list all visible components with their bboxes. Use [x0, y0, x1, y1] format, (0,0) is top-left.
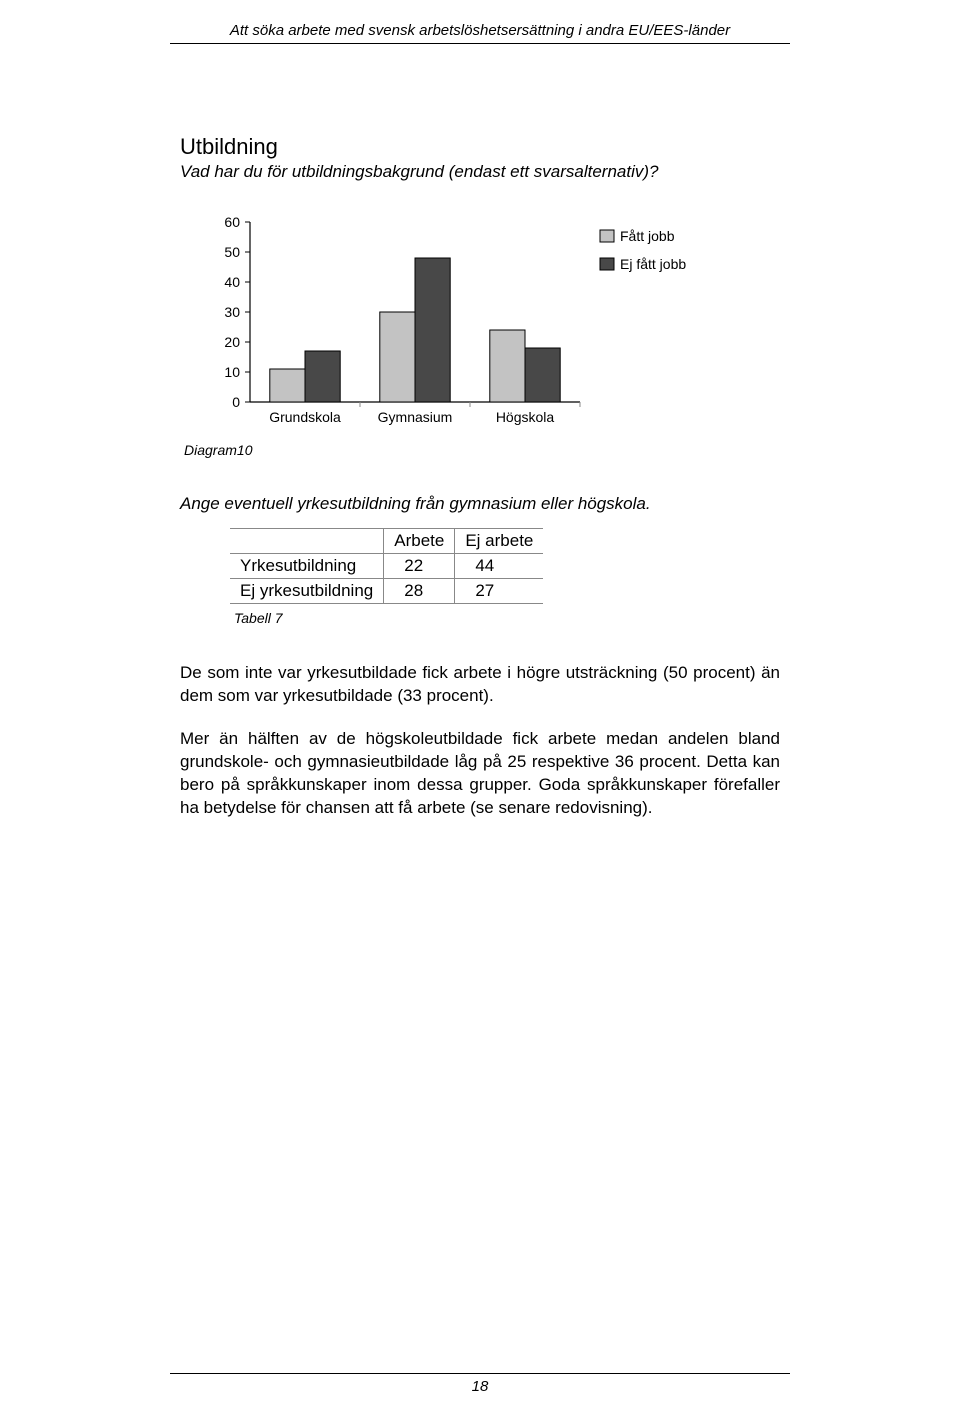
- table-header-blank: [230, 529, 384, 554]
- svg-text:30: 30: [224, 304, 240, 320]
- bar-chart: 0 10 20 30 40 50 60 Grundskola Gymnasium Högskola…: [210, 212, 730, 432]
- table-row-label: Ej yrkesutbildning: [230, 579, 384, 604]
- running-head: Att söka arbete med svensk arbetslöshets…: [0, 0, 960, 43]
- bar: [270, 369, 305, 402]
- svg-text:Gymnasium: Gymnasium: [378, 409, 453, 425]
- table-cell: 44: [455, 554, 544, 579]
- bar: [415, 258, 450, 402]
- table-header-ejarbete: Ej arbete: [455, 529, 544, 554]
- svg-text:50: 50: [224, 244, 240, 260]
- svg-text:0: 0: [232, 394, 240, 410]
- bar: [305, 351, 340, 402]
- question-text: Vad har du för utbildningsbakgrund (enda…: [180, 162, 780, 182]
- page: Att söka arbete med svensk arbetslöshets…: [0, 0, 960, 1421]
- data-table: Arbete Ej arbete Yrkesutbildning2244Ej y…: [230, 528, 543, 604]
- table-row-label: Yrkesutbildning: [230, 554, 384, 579]
- svg-text:60: 60: [224, 214, 240, 230]
- table-header-arbete: Arbete: [384, 529, 455, 554]
- chart-container: 0 10 20 30 40 50 60 Grundskola Gymnasium Högskola…: [210, 212, 780, 432]
- bar: [525, 348, 560, 402]
- legend-swatch: [600, 230, 614, 242]
- foot-rule: [170, 1373, 790, 1374]
- table-cell: 22: [384, 554, 455, 579]
- svg-text:10: 10: [224, 364, 240, 380]
- svg-text:20: 20: [224, 334, 240, 350]
- paragraph-2: Mer än hälften av de högskoleutbildade f…: [180, 728, 780, 820]
- svg-text:Högskola: Högskola: [496, 409, 555, 425]
- svg-text:40: 40: [224, 274, 240, 290]
- content-block: Utbildning Vad har du för utbildningsbak…: [180, 134, 780, 820]
- page-footer: 18: [0, 1373, 960, 1395]
- table-caption: Tabell 7: [234, 610, 780, 626]
- chart-caption: Diagram10: [184, 442, 780, 458]
- paragraph-1: De som inte var yrkesutbildade fick arbe…: [180, 662, 780, 708]
- svg-text:Grundskola: Grundskola: [269, 409, 341, 425]
- table-row: Yrkesutbildning2244: [230, 554, 543, 579]
- bar: [490, 330, 525, 402]
- table-cell: 27: [455, 579, 544, 604]
- subquestion-text: Ange eventuell yrkesutbildning från gymn…: [180, 494, 780, 514]
- legend-label: Ej fått jobb: [620, 256, 686, 272]
- table-header-row: Arbete Ej arbete: [230, 529, 543, 554]
- page-number: 18: [0, 1378, 960, 1395]
- table-cell: 28: [384, 579, 455, 604]
- bar: [380, 312, 415, 402]
- head-rule: [170, 43, 790, 44]
- table-row: Ej yrkesutbildning2827: [230, 579, 543, 604]
- legend-label: Fått jobb: [620, 228, 675, 244]
- section-title: Utbildning: [180, 134, 780, 160]
- legend-swatch: [600, 258, 614, 270]
